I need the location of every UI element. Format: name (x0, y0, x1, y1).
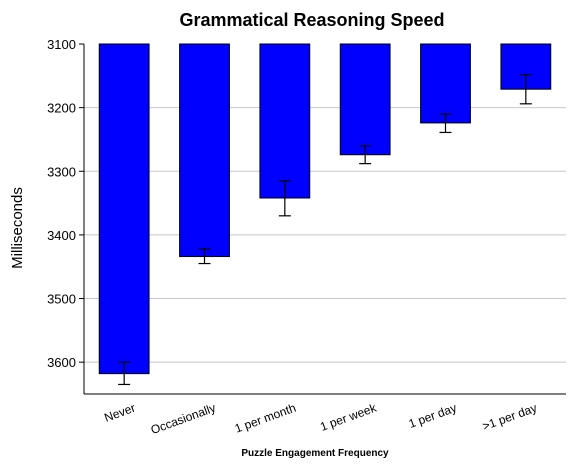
x-tick-label: >1 per day (480, 401, 538, 434)
bars (98, 43, 552, 375)
chart-title: Grammatical Reasoning Speed (179, 10, 444, 30)
y-tick-label: 3400 (47, 228, 76, 243)
x-tick-label: Never (102, 401, 137, 425)
y-tick-label: 3200 (47, 101, 76, 116)
axes (83, 44, 566, 395)
y-tick-label: 3500 (47, 292, 76, 307)
bar (259, 43, 311, 199)
x-tick-label: Occasionally (149, 401, 218, 437)
error-bars (118, 73, 532, 386)
y-tick-label: 3300 (47, 164, 76, 179)
x-ticks: Never Occasionally 1 per month 1 per week 1 … (102, 400, 539, 437)
bar (98, 43, 150, 375)
y-axis-label: Milliseconds (9, 187, 26, 269)
bar (420, 43, 471, 124)
x-tick-label: 1 per day (407, 401, 459, 431)
x-tick-label: 1 per week (318, 400, 379, 434)
x-tick-label: 1 per month (233, 401, 298, 436)
y-tick-label: 3100 (47, 37, 76, 52)
bar (179, 43, 230, 258)
y-ticks: 3100 3200 3300 3400 3500 3600 (47, 37, 84, 370)
y-tick-label: 3600 (47, 355, 76, 370)
bar (339, 43, 391, 156)
grid-lines (84, 107, 566, 363)
x-axis-label: Puzzle Engagement Frequency (241, 448, 389, 459)
